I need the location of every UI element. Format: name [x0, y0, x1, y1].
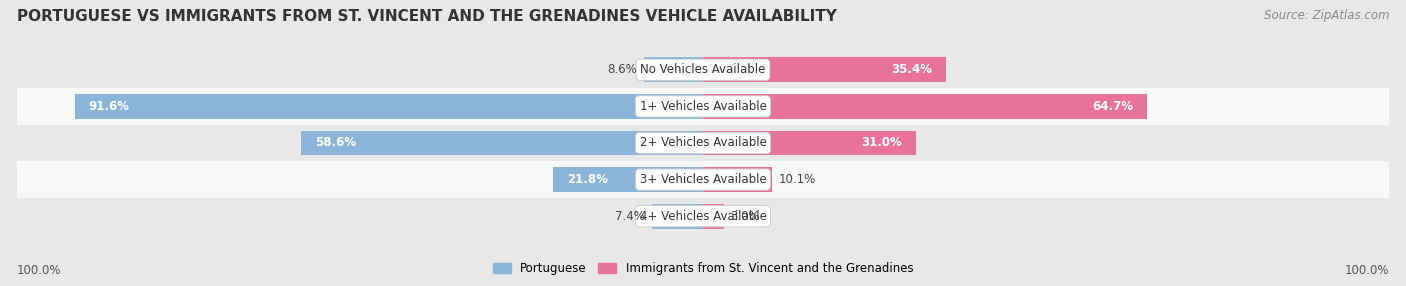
Text: 21.8%: 21.8% — [567, 173, 607, 186]
Bar — [554, 167, 703, 192]
Bar — [703, 130, 915, 156]
Text: 1+ Vehicles Available: 1+ Vehicles Available — [640, 100, 766, 113]
Text: 3.0%: 3.0% — [731, 210, 761, 223]
Bar — [703, 57, 946, 82]
Bar — [17, 51, 1389, 88]
Text: 8.6%: 8.6% — [607, 63, 637, 76]
Bar — [17, 161, 1389, 198]
Text: 91.6%: 91.6% — [89, 100, 129, 113]
Text: 10.1%: 10.1% — [779, 173, 817, 186]
Text: 7.4%: 7.4% — [616, 210, 645, 223]
Bar — [703, 167, 772, 192]
Text: PORTUGUESE VS IMMIGRANTS FROM ST. VINCENT AND THE GRENADINES VEHICLE AVAILABILIT: PORTUGUESE VS IMMIGRANTS FROM ST. VINCEN… — [17, 9, 837, 23]
Text: 31.0%: 31.0% — [862, 136, 903, 150]
Bar — [17, 198, 1389, 235]
Bar — [652, 204, 703, 229]
Legend: Portuguese, Immigrants from St. Vincent and the Grenadines: Portuguese, Immigrants from St. Vincent … — [488, 257, 918, 280]
Text: 2+ Vehicles Available: 2+ Vehicles Available — [640, 136, 766, 150]
Bar — [644, 57, 703, 82]
Bar — [301, 130, 703, 156]
Bar — [703, 94, 1147, 119]
Text: Source: ZipAtlas.com: Source: ZipAtlas.com — [1264, 9, 1389, 21]
Text: 100.0%: 100.0% — [1344, 265, 1389, 277]
Bar — [17, 125, 1389, 161]
Bar — [17, 88, 1389, 125]
Text: 4+ Vehicles Available: 4+ Vehicles Available — [640, 210, 766, 223]
Text: 58.6%: 58.6% — [315, 136, 356, 150]
Text: 64.7%: 64.7% — [1092, 100, 1133, 113]
Text: 100.0%: 100.0% — [17, 265, 62, 277]
Text: 35.4%: 35.4% — [891, 63, 932, 76]
Text: 3+ Vehicles Available: 3+ Vehicles Available — [640, 173, 766, 186]
Text: No Vehicles Available: No Vehicles Available — [640, 63, 766, 76]
Bar — [75, 94, 703, 119]
Bar — [703, 204, 724, 229]
